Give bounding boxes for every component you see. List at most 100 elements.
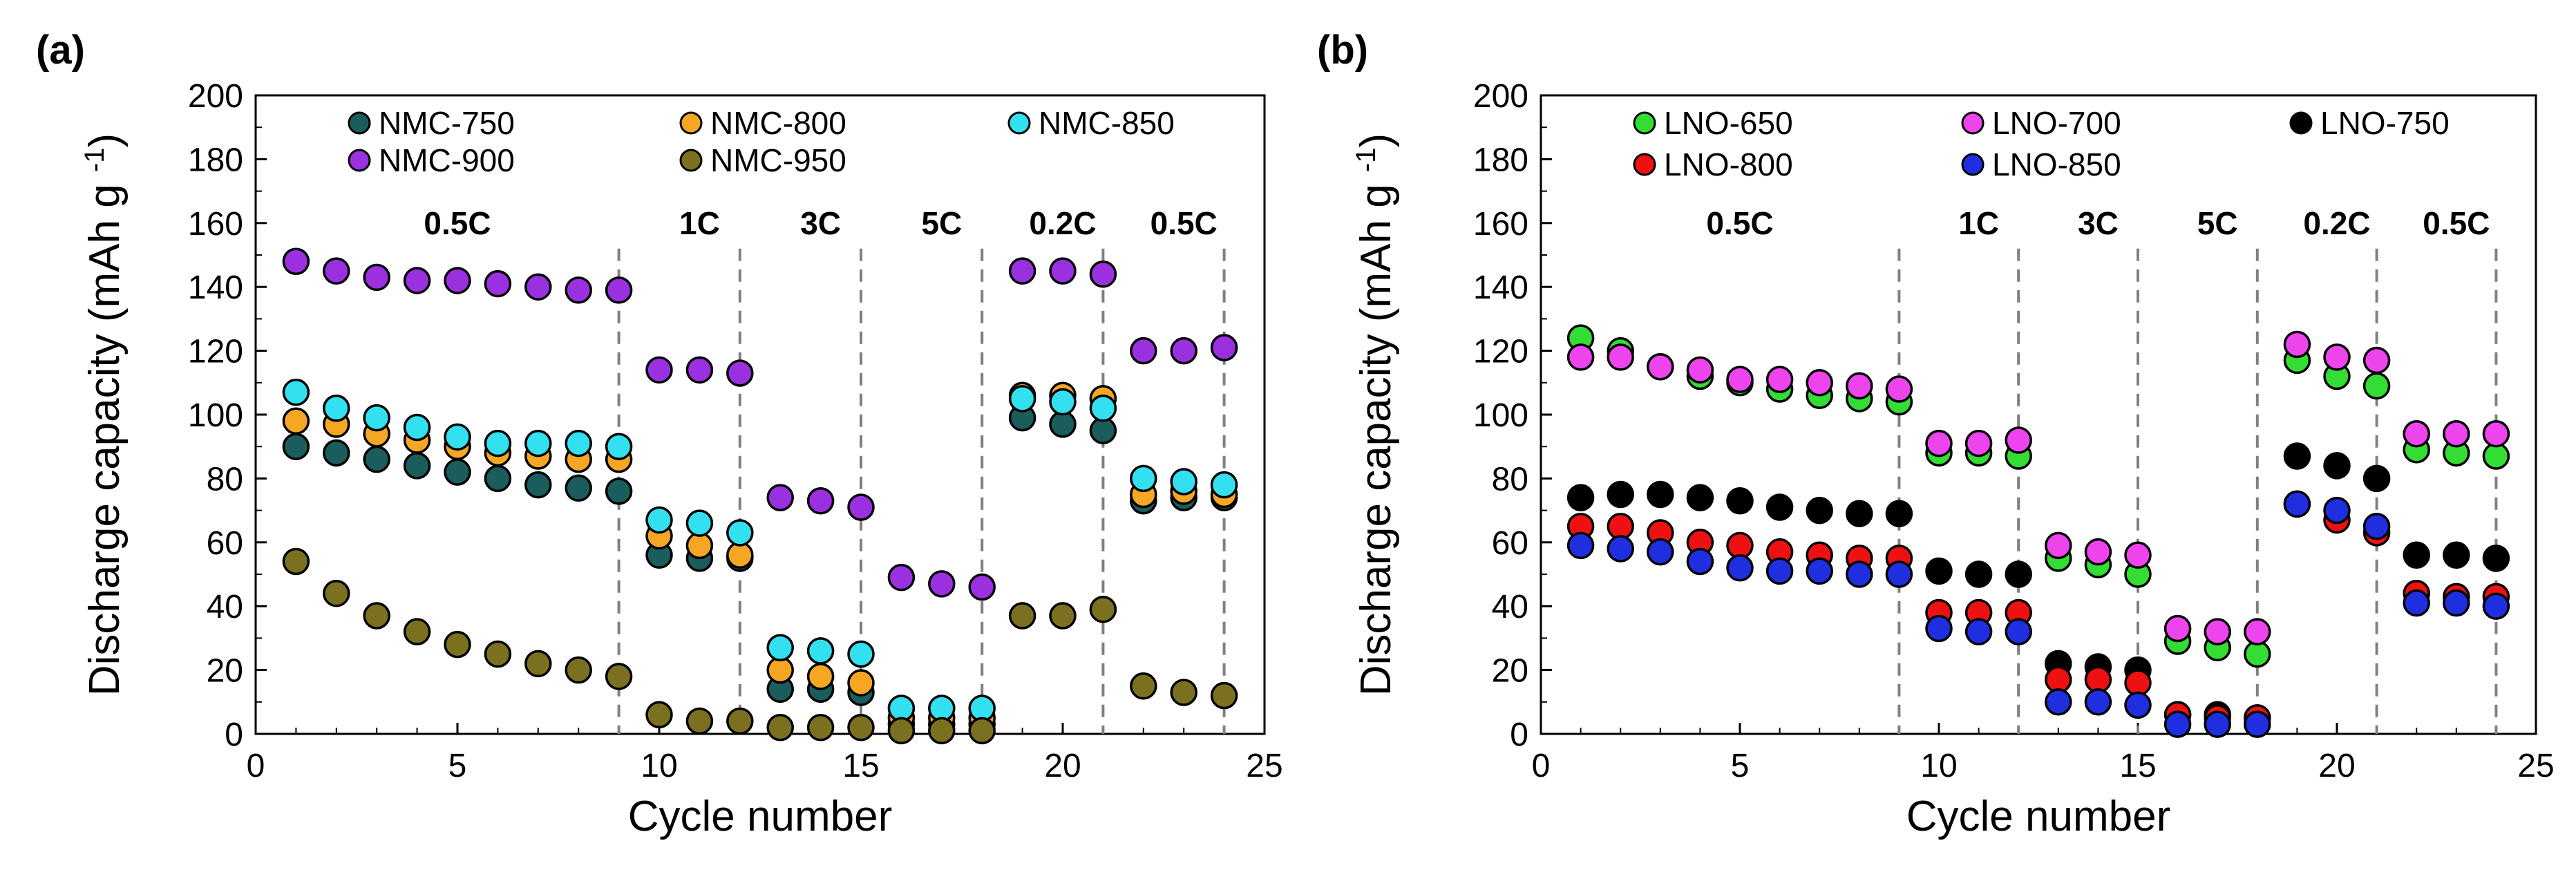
data-point	[1008, 602, 1036, 630]
data-point	[1008, 385, 1036, 413]
data-point	[685, 509, 714, 537]
data-point	[2362, 372, 2391, 400]
legend-label: NMC-850	[1039, 105, 1175, 141]
x-tick-label: 0	[1532, 748, 1551, 784]
data-point	[323, 579, 350, 607]
data-point	[2084, 538, 2112, 566]
data-point	[403, 413, 431, 442]
data-point	[2443, 589, 2470, 617]
legend-item: LNO-800	[1633, 146, 1793, 182]
y-tick-label: 140	[1473, 270, 1528, 306]
legend-label: LNO-800	[1664, 146, 1793, 182]
rate-label: 0.5C	[1706, 205, 1773, 241]
data-point	[2283, 330, 2311, 359]
data-point	[444, 423, 471, 451]
data-point	[847, 493, 875, 521]
data-point	[444, 458, 471, 486]
legend-marker	[1633, 111, 1656, 135]
data-point	[2403, 589, 2430, 617]
rate-label: 0.5C	[2423, 205, 2490, 241]
data-point	[1806, 557, 1833, 585]
data-point	[806, 714, 835, 741]
y-tick-label: 20	[207, 653, 243, 690]
data-point	[403, 618, 431, 645]
y-tick-label: 180	[188, 142, 243, 178]
data-point	[1130, 464, 1157, 493]
x-tick-label: 20	[2318, 748, 2355, 784]
legend-marker	[348, 111, 371, 135]
legend-label: LNO-850	[1992, 146, 2121, 182]
data-point	[726, 519, 754, 547]
x-axis-title: Cycle number	[628, 793, 892, 840]
x-tick-label: 20	[1044, 748, 1081, 784]
data-point	[2124, 691, 2152, 719]
y-tick-label: 40	[1492, 589, 1528, 625]
y-tick-label: 60	[207, 525, 243, 562]
data-point	[524, 650, 552, 678]
x-tick-label: 15	[842, 748, 879, 784]
data-point	[524, 429, 552, 457]
legend-label: LNO-750	[2320, 105, 2450, 141]
y-tick-label: 200	[188, 78, 243, 115]
legend-item: NMC-750	[348, 105, 515, 141]
series-nmc-900	[282, 247, 1238, 601]
data-point	[806, 637, 835, 665]
series-lno-850	[1566, 490, 2510, 738]
y-tick-label: 20	[1492, 653, 1528, 690]
data-point	[444, 267, 471, 294]
data-point	[2244, 710, 2271, 738]
data-point	[1765, 493, 1794, 521]
legend-marker	[1961, 153, 1985, 176]
data-point	[565, 429, 592, 457]
data-point	[1846, 500, 1873, 527]
series-nmc-950	[282, 547, 1238, 745]
y-tick-label: 200	[1473, 78, 1528, 115]
data-point	[1210, 681, 1238, 710]
data-point	[2323, 343, 2351, 371]
rate-label: 1C	[679, 205, 720, 241]
legend-item: NMC-900	[348, 142, 515, 178]
y-tick-label: 140	[188, 270, 243, 306]
legend-marker	[679, 149, 703, 172]
data-point	[2045, 688, 2072, 716]
y-tick-label: 160	[188, 206, 243, 243]
legend-label: LNO-650	[1664, 105, 1793, 141]
rate-label: 3C	[2078, 205, 2119, 241]
data-point	[1170, 468, 1197, 495]
data-point	[928, 570, 956, 598]
data-point	[1049, 257, 1077, 285]
data-point	[282, 407, 310, 435]
data-point	[1846, 560, 1873, 588]
series-lno-750	[1566, 442, 2510, 732]
data-point	[1964, 429, 1993, 457]
data-point	[806, 486, 835, 515]
legend-item: NMC-950	[679, 142, 846, 178]
data-point	[1726, 366, 1754, 393]
panel-b: (b) 0 20 40 60 80 100 120 140 160 180 200 0 5 10 15 20 25…	[1317, 28, 2555, 840]
data-point	[2005, 426, 2032, 454]
data-point	[2244, 618, 2271, 645]
legend-label: NMC-950	[710, 142, 846, 178]
data-point	[1765, 557, 1794, 585]
data-point	[2362, 512, 2391, 540]
panel-label: (b)	[1317, 28, 1368, 73]
data-point	[363, 263, 390, 292]
legend-item: LNO-700	[1961, 105, 2121, 141]
legend-item: LNO-750	[2289, 105, 2450, 141]
data-point	[1925, 429, 1953, 457]
data-point	[2482, 419, 2510, 448]
data-point	[2204, 710, 2231, 738]
x-tick-label: 10	[641, 748, 677, 784]
data-point	[2443, 541, 2470, 569]
data-point	[1964, 618, 1993, 645]
data-point	[1049, 388, 1077, 416]
data-point	[766, 714, 794, 741]
y-axis-title: Discharge capacity (mAh g -1)	[79, 133, 129, 696]
y-tick-label: 0	[1510, 717, 1528, 753]
y-tick-label: 60	[1492, 525, 1528, 562]
data-point	[1130, 672, 1157, 700]
legend-marker	[1007, 111, 1031, 135]
data-point	[2362, 346, 2391, 375]
data-point	[2045, 531, 2072, 560]
